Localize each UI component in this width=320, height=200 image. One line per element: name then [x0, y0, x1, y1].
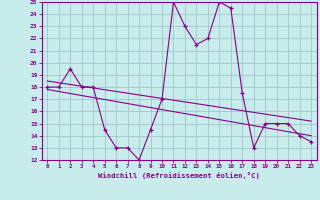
- X-axis label: Windchill (Refroidissement éolien,°C): Windchill (Refroidissement éolien,°C): [98, 172, 260, 179]
